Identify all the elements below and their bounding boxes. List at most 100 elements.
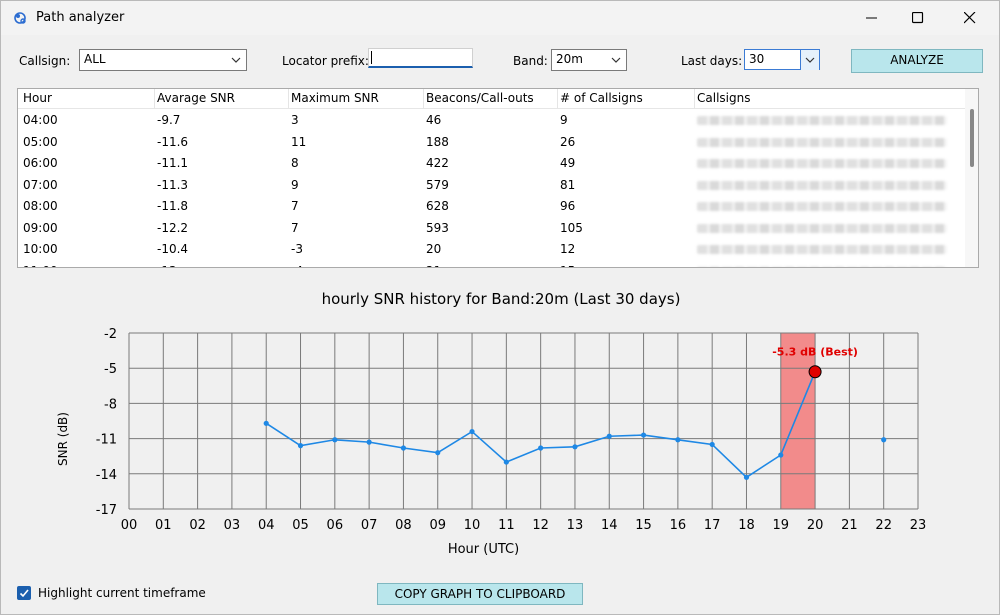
highlight-label[interactable]: Highlight current timeframe [38,586,206,600]
table-cell: 188 [426,134,449,149]
x-axis-label: Hour (UTC) [448,542,519,557]
copy-graph-button[interactable]: COPY GRAPH TO CLIPBOARD [377,583,583,605]
table-cell: 10:00 [23,242,58,256]
x-tick-label: 00 [121,518,138,533]
window-title: Path analyzer [36,10,125,25]
column-average-snr[interactable]: Avarage SNR [157,91,235,105]
data-point [366,439,372,445]
results-table: Hour Avarage SNR Maximum SNR Beacons/Cal… [17,88,979,268]
app-icon [14,12,26,24]
highlight-checkbox[interactable] [17,586,31,600]
table-header: Hour Avarage SNR Maximum SNR Beacons/Cal… [18,89,965,109]
callsign-value: ALL [84,52,106,66]
x-tick-label: 16 [670,518,687,533]
redacted-callsigns [697,202,947,211]
table-cell: 81 [560,177,576,192]
x-tick-label: 06 [327,518,344,533]
maximize-button[interactable] [895,1,941,35]
table-cell: 11:00 [23,264,58,268]
y-tick-label: -14 [96,468,117,483]
data-point [332,437,338,443]
text-caret [371,51,372,64]
minimize-button[interactable] [849,1,895,35]
column-callsign-count[interactable]: # of Callsigns [560,91,643,105]
analyze-button[interactable]: ANALYZE [851,49,983,73]
table-row[interactable]: 07:00 -11.3 9 579 81 [18,175,965,197]
y-axis-label: SNR (dB) [56,412,70,466]
data-point [572,444,578,450]
data-point [469,428,475,435]
table-scrollbar[interactable] [965,89,978,267]
table-cell: -11.3 [157,177,189,192]
y-tick-label: -2 [104,327,117,342]
column-beacons[interactable]: Beacons/Call-outs [426,91,534,105]
table-row[interactable]: 08:00 -11.8 7 628 96 [18,196,965,218]
redacted-callsigns [697,137,947,147]
x-tick-label: 12 [532,518,549,533]
x-tick-label: 15 [635,518,652,533]
data-point [503,459,509,465]
x-tick-label: 11 [498,518,515,533]
redacted-callsigns [697,159,947,168]
redacted-callsigns [697,245,947,254]
best-point-label: -5.3 dB (Best) [772,346,858,359]
scrollbar-thumb[interactable] [970,109,974,167]
title-bar: Path analyzer [1,1,999,35]
callsign-label: Callsign: [19,54,71,68]
close-button[interactable] [947,1,993,35]
table-cell: -9.7 [157,113,181,127]
table-cell: 21 [426,264,441,268]
redacted-callsigns [697,180,947,190]
y-tick-label: -11 [96,433,117,448]
x-tick-label: 23 [910,518,927,533]
band-value: 20m [556,52,583,66]
x-tick-label: 19 [773,518,790,533]
x-tick-label: 09 [429,518,446,533]
locator-input[interactable] [368,48,473,68]
table-cell: -11.8 [157,199,189,213]
table-cell: 12 [560,242,576,256]
column-hour[interactable]: Hour [23,91,52,105]
x-tick-label: 05 [292,518,309,533]
y-tick-label: -5 [104,362,117,377]
table-row[interactable]: 06:00 -11.1 8 422 49 [18,153,965,175]
maximize-icon [912,12,924,24]
column-maximum-snr[interactable]: Maximum SNR [291,91,379,105]
table-cell: 26 [560,134,576,149]
band-select[interactable]: 20m [551,49,627,71]
table-cell: 46 [426,113,442,127]
days-dropdown-button[interactable] [800,50,819,70]
days-select[interactable]: 30 [744,49,820,70]
x-tick-label: 13 [567,518,584,533]
table-row[interactable]: 11:00 -13 -4 21 15 [18,261,965,268]
table-cell: 3 [291,113,299,127]
data-point [400,445,407,451]
chart-title: hourly SNR history for Band:20m (Last 30… [321,290,681,308]
table-row[interactable]: 10:00 -10.4 -3 20 12 [18,239,965,261]
table-cell: 09:00 [23,220,58,235]
table-cell: 15 [560,264,575,268]
table-row[interactable]: 09:00 -12.2 7 593 105 [18,218,965,240]
locator-label: Locator prefix: [282,54,369,68]
chevron-down-icon [805,57,815,63]
x-tick-label: 10 [464,518,481,533]
x-tick-label: 01 [155,518,172,533]
redacted-callsigns [697,223,947,233]
x-tick-label: 17 [704,518,721,533]
x-tick-label: 07 [361,518,378,533]
data-point [606,433,612,439]
table-cell: -11.6 [157,134,189,149]
table-row[interactable]: 05:00 -11.6 11 188 26 [18,132,965,154]
column-callsigns[interactable]: Callsigns [697,91,751,105]
days-value: 30 [749,52,765,66]
best-point-marker [808,365,822,379]
redacted-callsigns [697,116,947,125]
callsign-select[interactable]: ALL [79,49,247,71]
table-cell: -4 [291,264,303,268]
table-cell: 9 [291,177,299,192]
table-row[interactable]: 04:00 -9.7 3 46 9 [18,110,965,132]
table-cell: 593 [426,220,449,235]
table-cell: 579 [426,177,449,192]
table-cell: -11.1 [157,156,189,170]
table-cell: 08:00 [23,199,58,213]
